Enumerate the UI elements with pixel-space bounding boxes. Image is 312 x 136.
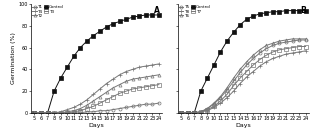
Text: A: A [154, 6, 159, 15]
Legend: T1, T4, T2, Control, T3, : T1, T4, T2, Control, T3, [32, 5, 65, 18]
Text: B: B [300, 6, 306, 15]
Legend: T5, T8, T6, Control, T7, : T5, T8, T6, Control, T7, [179, 5, 211, 18]
X-axis label: Days: Days [236, 123, 251, 128]
Y-axis label: Germination (%): Germination (%) [11, 33, 16, 84]
X-axis label: Days: Days [89, 123, 105, 128]
